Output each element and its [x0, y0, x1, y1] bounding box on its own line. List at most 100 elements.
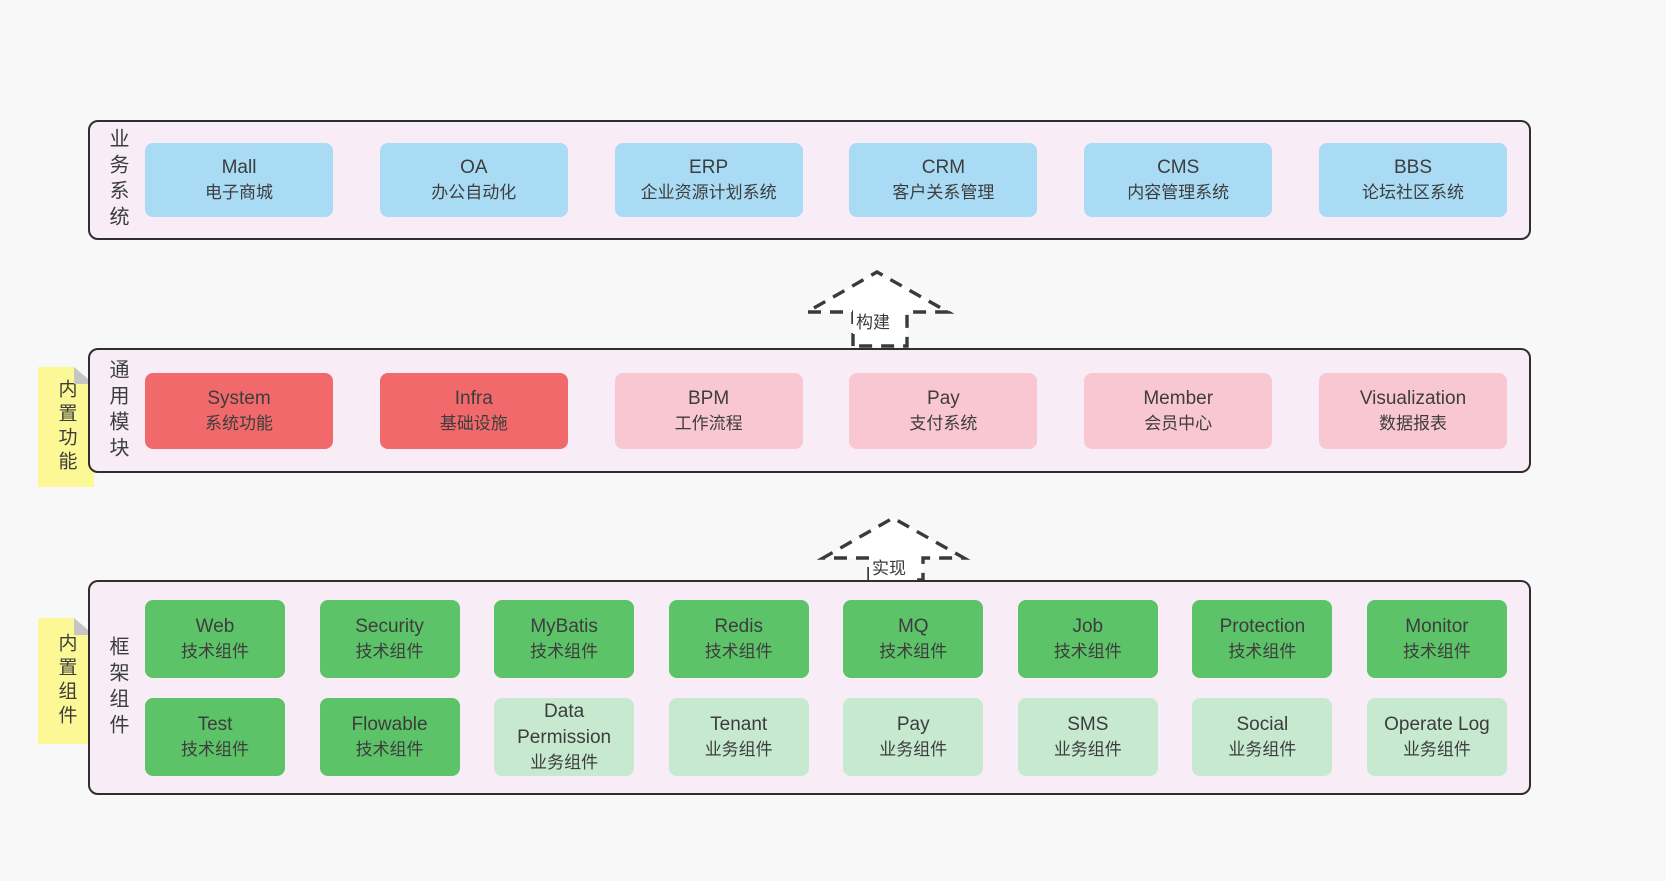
box-security: Security 技术组件 — [319, 599, 460, 678]
box-subtitle: 技术组件 — [530, 641, 599, 661]
box-title: Pay — [896, 713, 930, 735]
box-sms: SMS 业务组件 — [1017, 697, 1158, 776]
sticky-note-text: 内置功能 — [55, 379, 77, 475]
layer-business-systems: 业务系统 Mall 电子商城 OA 办公自动化 ERP 企业资源计划系统 CRM… — [88, 120, 1531, 240]
box-title: Job — [1072, 615, 1104, 637]
arrow-label-implement: 实现 — [869, 553, 909, 580]
business-systems-row: Mall 电子商城 OA 办公自动化 ERP 企业资源计划系统 CRM 客户关系… — [145, 143, 1507, 217]
business-systems-row-area: Mall 电子商城 OA 办公自动化 ERP 企业资源计划系统 CRM 客户关系… — [145, 143, 1507, 217]
build-arrow-up-dashed — [800, 270, 955, 348]
box-cms: CMS 内容管理系统 — [1084, 143, 1273, 217]
box-visualization: Visualization 数据报表 — [1318, 372, 1507, 449]
box-oa: OA 办公自动化 — [379, 143, 568, 217]
box-title: Protection — [1219, 615, 1306, 637]
box-title: OA — [460, 157, 488, 179]
box-subtitle: 系统功能 — [205, 413, 273, 433]
box-title: CMS — [1157, 157, 1200, 179]
layer-label-business-systems: 业务系统 — [106, 128, 128, 232]
box-data-permission: Data Permission 业务组件 — [494, 697, 635, 776]
box-subtitle: 技术组件 — [704, 641, 773, 661]
box-pay: Pay 支付系统 — [849, 372, 1038, 449]
box-title: Operate Log — [1384, 713, 1490, 735]
box-subtitle: 技术组件 — [1053, 641, 1122, 661]
box-title: Web — [195, 615, 235, 637]
layer-label-common-modules: 通用模块 — [106, 358, 128, 463]
box-subtitle: 技术组件 — [355, 641, 424, 661]
box-subtitle: 基础设施 — [439, 413, 508, 433]
box-member: Member 会员中心 — [1084, 372, 1273, 449]
arrow-label-build: 构建 — [853, 307, 893, 334]
box-title: Monitor — [1405, 615, 1469, 637]
framework-components-row-area: Web 技术组件 Security 技术组件 MyBatis 技术组件 Redi… — [145, 599, 1507, 776]
box-bpm: BPM 工作流程 — [614, 372, 803, 449]
sticky-note-built-in-components: 内置组件 — [38, 618, 94, 744]
box-infra: Infra 基础设施 — [379, 372, 568, 449]
box-title: SMS — [1067, 713, 1109, 735]
box-mq: MQ 技术组件 — [843, 599, 984, 678]
box-job: Job 技术组件 — [1017, 599, 1158, 678]
box-social: Social 业务组件 — [1192, 697, 1333, 776]
box-title: Social — [1236, 713, 1289, 735]
box-subtitle: 办公自动化 — [431, 183, 517, 203]
box-title: BPM — [688, 387, 730, 409]
box-subtitle: 电子商城 — [205, 183, 273, 203]
box-tenant: Tenant 业务组件 — [668, 697, 809, 776]
box-title: Security — [355, 615, 424, 637]
box-title: CRM — [921, 157, 966, 179]
box-subtitle: 数据报表 — [1378, 413, 1447, 433]
box-title: Redis — [714, 615, 763, 637]
framework-components-row-1: Web 技术组件 Security 技术组件 MyBatis 技术组件 Redi… — [145, 599, 1507, 678]
box-subtitle: 工作流程 — [674, 413, 743, 433]
box-subtitle: 技术组件 — [1228, 641, 1297, 661]
box-pay-component: Pay 业务组件 — [843, 697, 984, 776]
box-subtitle: 客户关系管理 — [892, 183, 995, 203]
sticky-note-built-in-features: 内置功能 — [38, 367, 94, 487]
box-web: Web 技术组件 — [145, 599, 285, 678]
box-title: Test — [197, 713, 233, 735]
box-subtitle: 会员中心 — [1144, 413, 1213, 433]
box-bbs: BBS 论坛社区系统 — [1318, 143, 1507, 217]
layer-label-framework-components: 框架组件 — [106, 635, 128, 740]
implement-arrow-up-dashed — [816, 516, 971, 582]
box-monitor: Monitor 技术组件 — [1366, 599, 1507, 678]
box-title: System — [207, 387, 271, 409]
box-title: Infra — [454, 387, 493, 409]
box-subtitle: 业务组件 — [1228, 739, 1297, 759]
box-subtitle: 内容管理系统 — [1127, 183, 1230, 203]
box-subtitle: 业务组件 — [879, 739, 948, 759]
box-title: Pay — [927, 387, 960, 409]
layer-framework-components: 框架组件 Web 技术组件 Security 技术组件 MyBatis 技术组件… — [88, 580, 1531, 795]
box-subtitle: 业务组件 — [704, 739, 773, 759]
box-operate-log: Operate Log 业务组件 — [1366, 697, 1507, 776]
box-subtitle: 支付系统 — [909, 413, 978, 433]
box-title: Mall — [221, 157, 257, 179]
box-redis: Redis 技术组件 — [668, 599, 809, 678]
box-mybatis: MyBatis 技术组件 — [494, 599, 635, 678]
common-modules-row: System 系统功能 Infra 基础设施 BPM 工作流程 Pay 支付系统… — [145, 372, 1507, 449]
framework-components-row-2: Test 技术组件 Flowable 技术组件 Data Permission … — [145, 697, 1507, 776]
box-title: Tenant — [710, 713, 768, 735]
sticky-note-text: 内置组件 — [55, 633, 77, 729]
box-title: ERP — [689, 157, 729, 179]
layer-common-modules: 通用模块 System 系统功能 Infra 基础设施 BPM 工作流程 Pay… — [88, 348, 1531, 473]
box-crm: CRM 客户关系管理 — [849, 143, 1038, 217]
box-test: Test 技术组件 — [145, 697, 285, 776]
box-flowable: Flowable 技术组件 — [319, 697, 460, 776]
box-title: Visualization — [1359, 387, 1467, 409]
box-erp: ERP 企业资源计划系统 — [614, 143, 803, 217]
box-subtitle: 企业资源计划系统 — [640, 183, 777, 203]
box-title: Data Permission — [517, 700, 612, 748]
box-subtitle: 业务组件 — [1402, 739, 1471, 759]
box-protection: Protection 技术组件 — [1192, 599, 1333, 678]
box-subtitle: 技术组件 — [181, 739, 249, 759]
box-subtitle: 技术组件 — [1402, 641, 1471, 661]
box-title: BBS — [1393, 157, 1432, 179]
box-subtitle: 业务组件 — [530, 753, 599, 772]
box-title: MQ — [897, 615, 929, 637]
box-title: Member — [1143, 387, 1214, 409]
common-modules-row-area: System 系统功能 Infra 基础设施 BPM 工作流程 Pay 支付系统… — [145, 372, 1507, 449]
box-system: System 系统功能 — [145, 372, 333, 449]
box-subtitle: 技术组件 — [879, 641, 948, 661]
box-subtitle: 技术组件 — [181, 641, 249, 661]
box-mall: Mall 电子商城 — [145, 143, 333, 217]
